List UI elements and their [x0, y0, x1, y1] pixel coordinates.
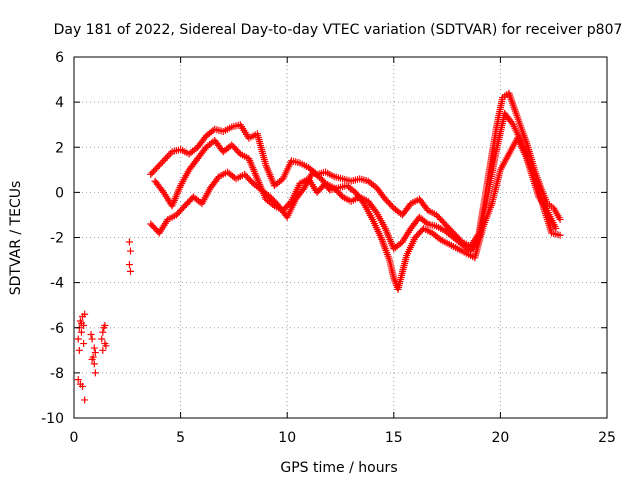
data-point: [99, 328, 107, 336]
x-tick-label: 0: [70, 430, 79, 446]
data-point: [88, 355, 96, 363]
data-point: [99, 346, 107, 354]
data-point: [422, 219, 430, 227]
data-point: [158, 187, 166, 195]
data-point: [162, 155, 170, 163]
data-point: [126, 267, 134, 275]
data-point: [165, 151, 173, 159]
y-tick-label: -10: [41, 411, 64, 427]
data-point: [372, 207, 380, 215]
y-tick-label: -2: [50, 231, 64, 247]
axis-ticks: 0 5 10 15 20 25 -10 -8 -6 -4 -2 0 2 4 6: [41, 50, 616, 446]
data-point: [163, 153, 171, 161]
data-point: [80, 321, 88, 329]
y-tick-label: -4: [50, 276, 64, 292]
chart-title: Day 181 of 2022, Sidereal Day-to-day VTE…: [54, 22, 623, 38]
x-tick-label: 20: [491, 430, 509, 446]
data-point: [90, 344, 98, 352]
data-point: [77, 328, 85, 336]
data-point: [79, 382, 87, 390]
y-tick-label: -8: [50, 366, 64, 382]
data-point: [158, 158, 166, 166]
data-point: [91, 369, 99, 377]
data-point: [160, 156, 168, 164]
data-point: [166, 149, 174, 157]
data-point: [81, 396, 89, 404]
data-point: [81, 310, 89, 318]
data-point: [90, 360, 98, 368]
data-point: [91, 349, 99, 357]
data-point: [126, 247, 134, 255]
data-point: [556, 215, 564, 223]
series-track-lower: [147, 134, 564, 293]
data-point: [556, 231, 564, 239]
data-point: [337, 191, 345, 199]
data-point: [125, 238, 133, 246]
data-point: [101, 340, 109, 348]
data-point: [359, 198, 367, 206]
data-point: [80, 340, 88, 348]
data-point: [87, 331, 95, 339]
data-point: [74, 335, 82, 343]
data-point: [88, 335, 96, 343]
data-point: [235, 149, 243, 157]
data-point: [155, 161, 163, 169]
y-tick-label: 6: [55, 50, 64, 66]
x-tick-label: 25: [598, 430, 616, 446]
series-early-cluster: [74, 238, 134, 404]
x-tick-label: 5: [176, 430, 185, 446]
plot-frame: [73, 56, 608, 419]
data-point: [75, 346, 83, 354]
data-point: [209, 127, 217, 135]
data-point: [299, 185, 307, 193]
data-markers: [74, 89, 564, 404]
x-tick-label: 10: [278, 430, 296, 446]
y-tick-label: 0: [55, 185, 64, 201]
data-point: [157, 160, 165, 168]
data-point: [435, 234, 443, 242]
data-point: [101, 321, 109, 329]
data-point: [125, 261, 133, 269]
x-tick-label: 15: [385, 430, 403, 446]
y-tick-label: -6: [50, 321, 64, 337]
data-point: [508, 119, 516, 127]
y-tick-label: 2: [55, 140, 64, 156]
y-axis-title: SDTVAR / TECUs: [8, 181, 24, 296]
data-point: [98, 335, 106, 343]
grid: [74, 57, 607, 418]
data-point: [154, 163, 162, 171]
data-point: [74, 376, 82, 384]
y-tick-label: 4: [55, 95, 64, 111]
x-axis-title: GPS time / hours: [280, 460, 397, 476]
